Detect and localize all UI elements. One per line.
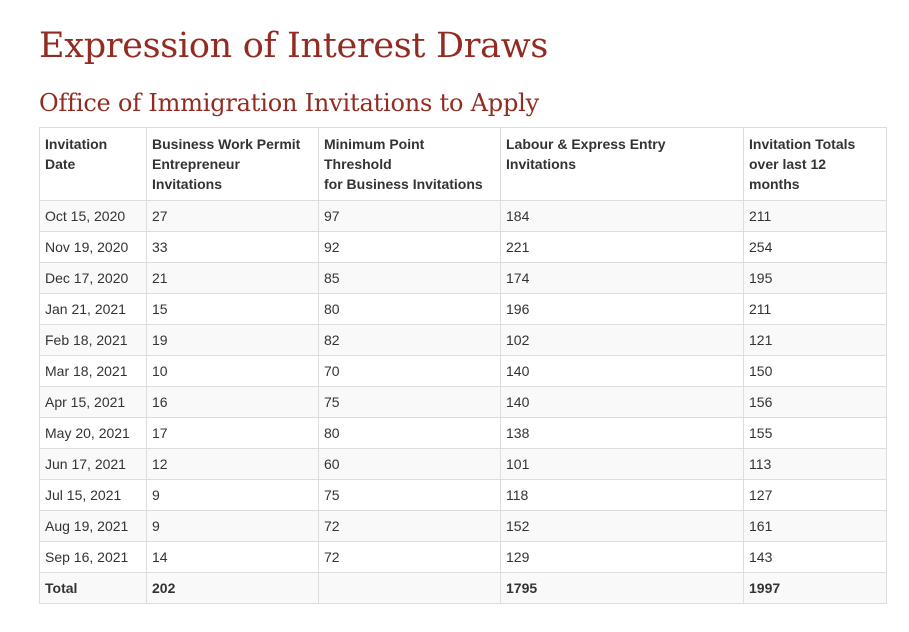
table-row: Dec 17, 2020 21 85 174 195 (39, 262, 887, 294)
header-labour-express-entry: Labour & Express Entry Invitations (500, 127, 744, 201)
cell-min-points: 75 (318, 386, 501, 418)
cell-labour-express: 138 (500, 417, 744, 449)
cell-totals: 195 (743, 262, 887, 294)
total-business-invitations: 202 (146, 572, 319, 604)
cell-business-invitations: 15 (146, 293, 319, 325)
cell-min-points: 72 (318, 541, 501, 573)
cell-labour-express: 101 (500, 448, 744, 480)
cell-date: Apr 15, 2021 (39, 386, 147, 418)
cell-totals: 121 (743, 324, 887, 356)
cell-labour-express: 221 (500, 231, 744, 263)
cell-date: Aug 19, 2021 (39, 510, 147, 542)
table-row: Sep 16, 2021 14 72 129 143 (39, 541, 887, 573)
cell-date: Oct 15, 2020 (39, 200, 147, 232)
cell-labour-express: 140 (500, 355, 744, 387)
cell-min-points: 60 (318, 448, 501, 480)
cell-labour-express: 152 (500, 510, 744, 542)
table-row: Aug 19, 2021 9 72 152 161 (39, 510, 887, 542)
cell-business-invitations: 14 (146, 541, 319, 573)
section-heading: Office of Immigration Invitations to App… (39, 89, 539, 117)
cell-totals: 155 (743, 417, 887, 449)
cell-date: Jul 15, 2021 (39, 479, 147, 511)
cell-date: Mar 18, 2021 (39, 355, 147, 387)
cell-labour-express: 102 (500, 324, 744, 356)
cell-business-invitations: 33 (146, 231, 319, 263)
total-invitation-totals: 1997 (743, 572, 887, 604)
page-content: Expression of Interest Draws Office of I… (39, 0, 887, 604)
cell-min-points: 70 (318, 355, 501, 387)
cell-business-invitations: 9 (146, 510, 319, 542)
table-header-row: Invitation Date Business Work Permit Ent… (39, 127, 887, 201)
header-business-work-permit: Business Work Permit Entrepreneur Invita… (146, 127, 319, 201)
cell-business-invitations: 9 (146, 479, 319, 511)
cell-business-invitations: 19 (146, 324, 319, 356)
cell-min-points: 97 (318, 200, 501, 232)
cell-date: Dec 17, 2020 (39, 262, 147, 294)
cell-min-points: 80 (318, 417, 501, 449)
cell-labour-express: 129 (500, 541, 744, 573)
cell-date: May 20, 2021 (39, 417, 147, 449)
cell-min-points: 85 (318, 262, 501, 294)
cell-min-points: 92 (318, 231, 501, 263)
cell-totals: 156 (743, 386, 887, 418)
header-invitation-date: Invitation Date (39, 127, 147, 201)
table-row: Apr 15, 2021 16 75 140 156 (39, 386, 887, 418)
header-invitation-totals: Invitation Totals over last 12 months (743, 127, 887, 201)
total-row: Total 202 1795 1997 (39, 572, 887, 604)
cell-min-points: 80 (318, 293, 501, 325)
cell-business-invitations: 17 (146, 417, 319, 449)
cell-date: Sep 16, 2021 (39, 541, 147, 573)
cell-labour-express: 140 (500, 386, 744, 418)
cell-business-invitations: 16 (146, 386, 319, 418)
total-label: Total (39, 572, 147, 604)
table-row: Feb 18, 2021 19 82 102 121 (39, 324, 887, 356)
cell-labour-express: 118 (500, 479, 744, 511)
cell-totals: 143 (743, 541, 887, 573)
cell-min-points: 82 (318, 324, 501, 356)
total-min-points (318, 572, 501, 604)
table-row: May 20, 2021 17 80 138 155 (39, 417, 887, 449)
table-row: Mar 18, 2021 10 70 140 150 (39, 355, 887, 387)
table-row: Jul 15, 2021 9 75 118 127 (39, 479, 887, 511)
page-title: Expression of Interest Draws (39, 26, 549, 66)
cell-min-points: 75 (318, 479, 501, 511)
table-row: Jun 17, 2021 12 60 101 113 (39, 448, 887, 480)
cell-totals: 211 (743, 293, 887, 325)
cell-date: Nov 19, 2020 (39, 231, 147, 263)
cell-business-invitations: 21 (146, 262, 319, 294)
cell-date: Jan 21, 2021 (39, 293, 147, 325)
cell-business-invitations: 12 (146, 448, 319, 480)
cell-totals: 211 (743, 200, 887, 232)
cell-min-points: 72 (318, 510, 501, 542)
cell-totals: 254 (743, 231, 887, 263)
cell-totals: 113 (743, 448, 887, 480)
cell-business-invitations: 27 (146, 200, 319, 232)
table-row: Jan 21, 2021 15 80 196 211 (39, 293, 887, 325)
cell-date: Jun 17, 2021 (39, 448, 147, 480)
cell-totals: 150 (743, 355, 887, 387)
draws-table: Invitation Date Business Work Permit Ent… (39, 127, 887, 604)
cell-business-invitations: 10 (146, 355, 319, 387)
total-labour-express: 1795 (500, 572, 744, 604)
cell-totals: 161 (743, 510, 887, 542)
header-minimum-point-threshold: Minimum Point Threshold for Business Inv… (318, 127, 501, 201)
cell-labour-express: 174 (500, 262, 744, 294)
table-row: Oct 15, 2020 27 97 184 211 (39, 200, 887, 232)
cell-labour-express: 184 (500, 200, 744, 232)
cell-totals: 127 (743, 479, 887, 511)
cell-labour-express: 196 (500, 293, 744, 325)
cell-date: Feb 18, 2021 (39, 324, 147, 356)
table-row: Nov 19, 2020 33 92 221 254 (39, 231, 887, 263)
